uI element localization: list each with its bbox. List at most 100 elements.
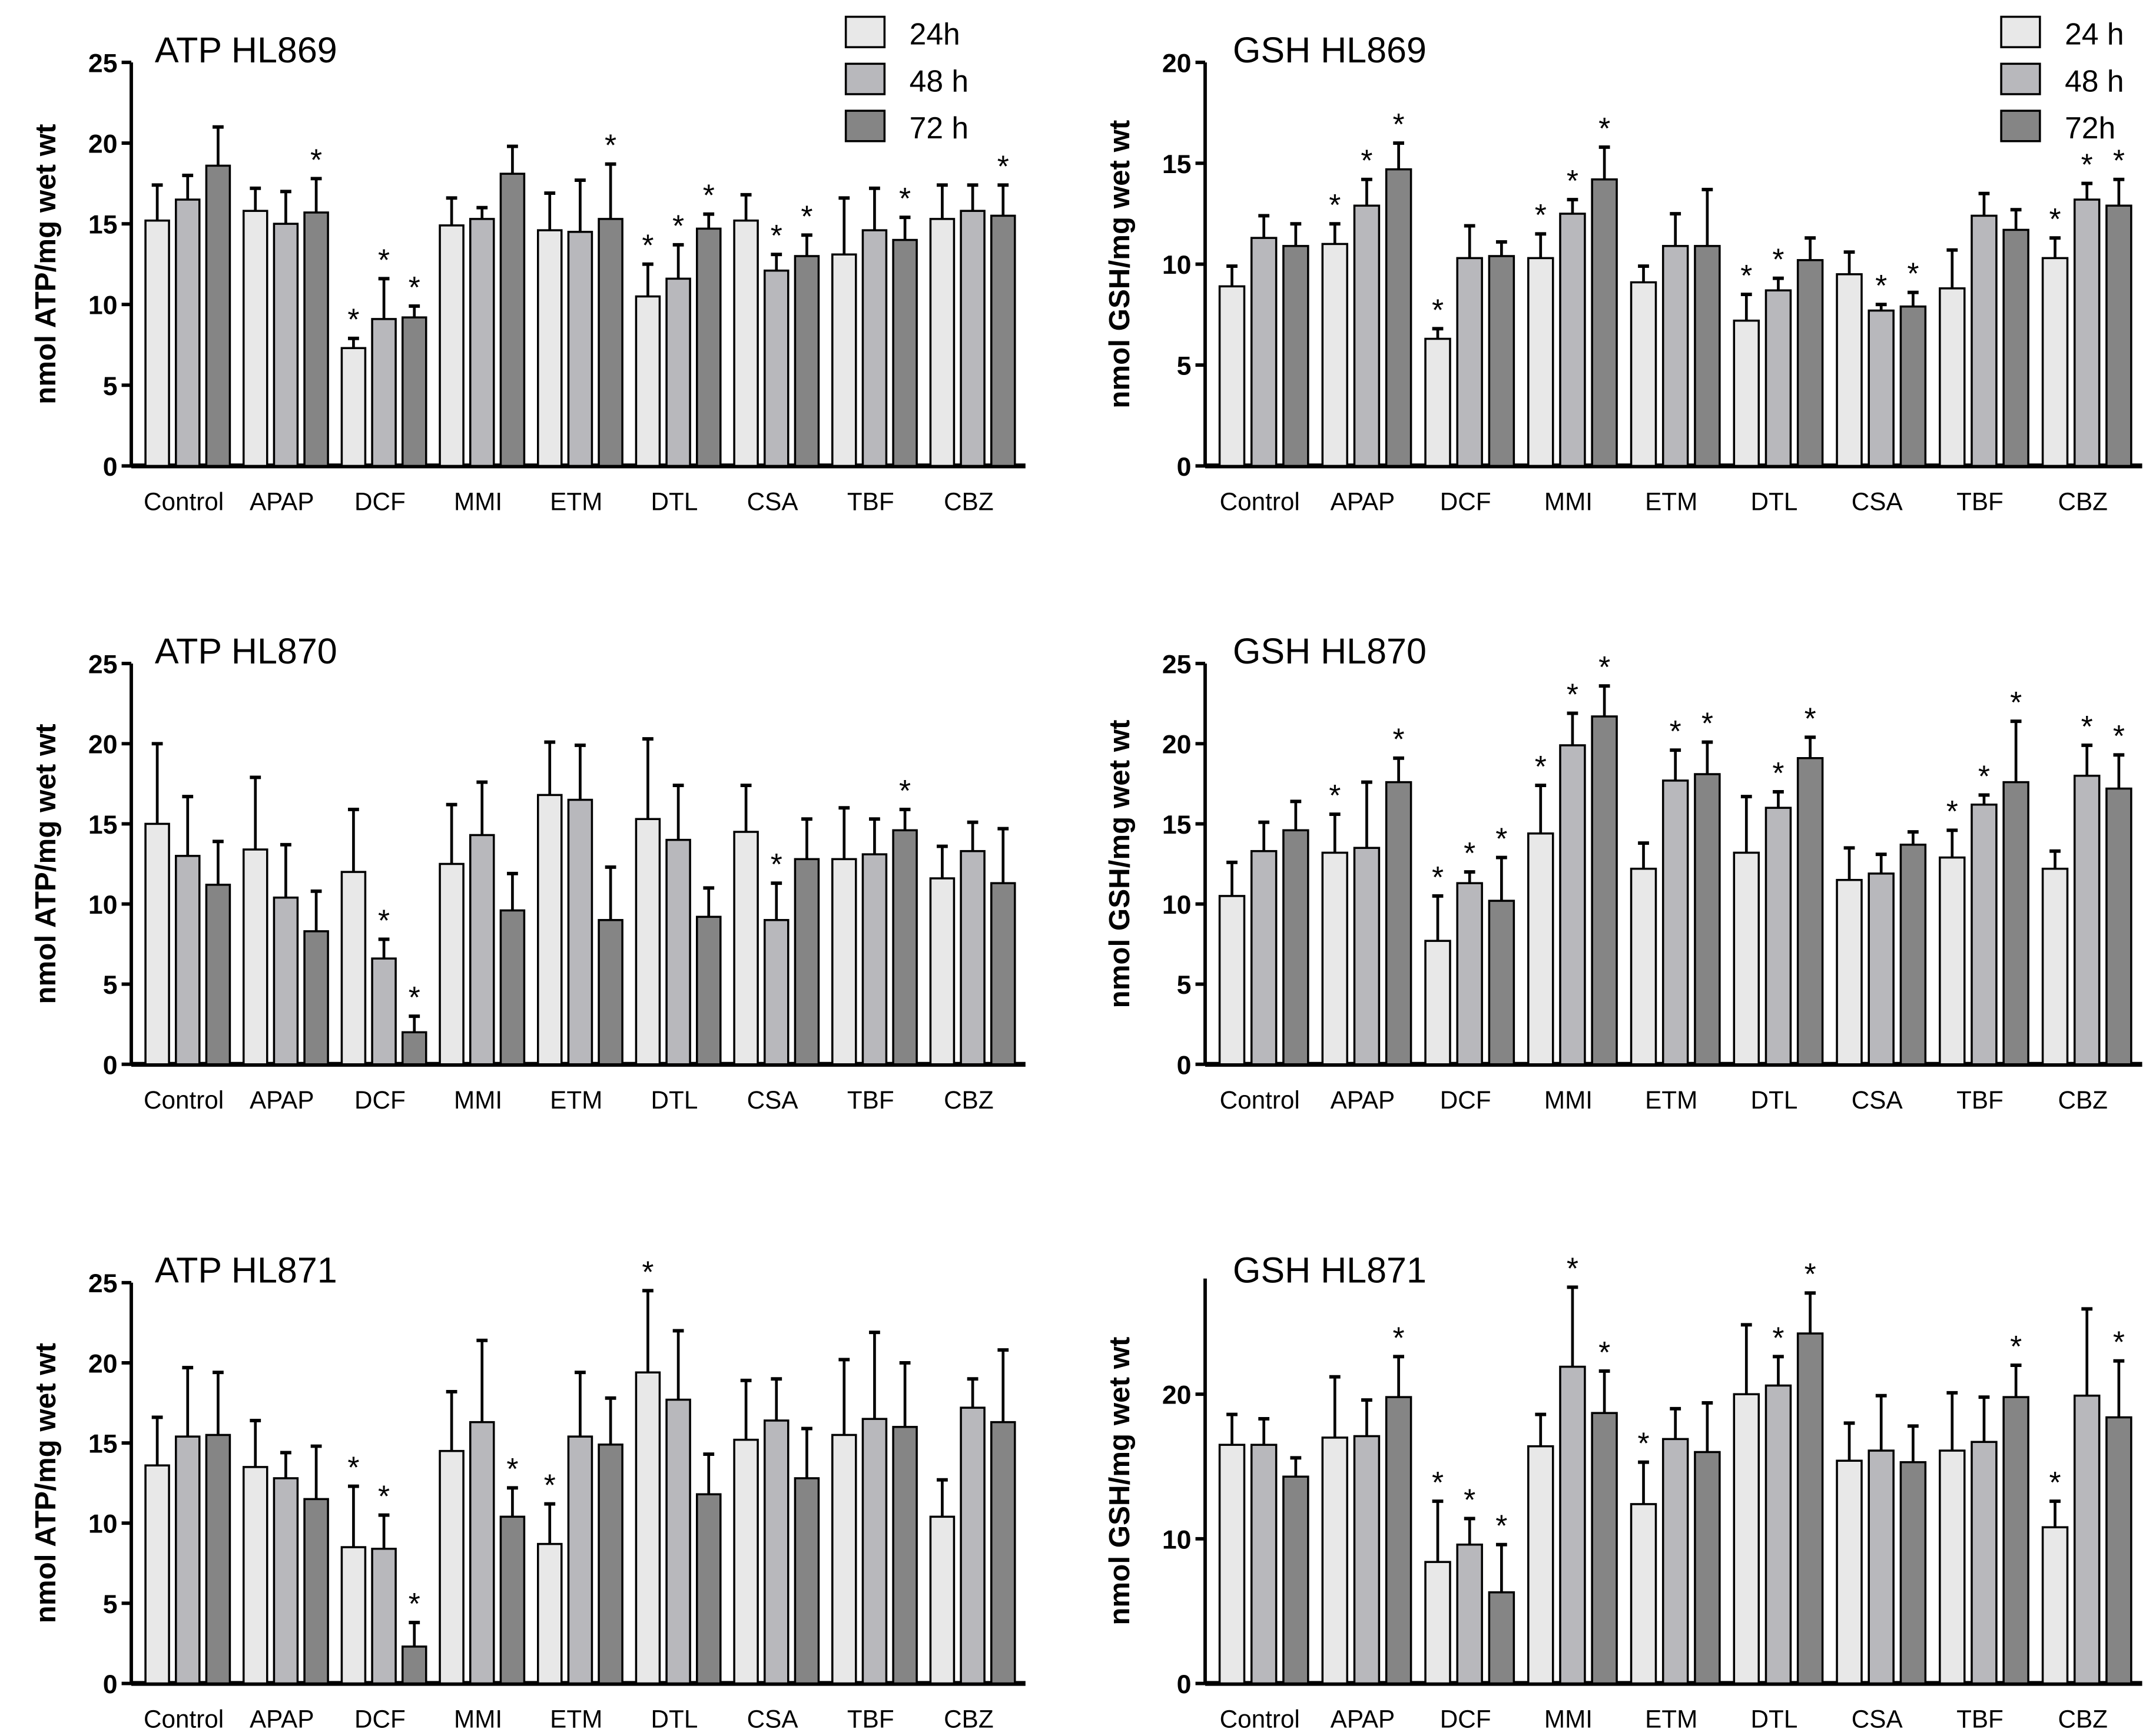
bar (635, 295, 661, 467)
significance-marker: * (506, 1452, 518, 1486)
x-tick-label: Control (1220, 488, 1300, 516)
y-tick-label: 15 (88, 811, 118, 840)
bar-group-etm: ETM (537, 740, 623, 1114)
bar-group-dtl: * * * DTL (635, 178, 722, 516)
bar-group-dtl: * * DTL (1733, 236, 1824, 516)
bar (665, 277, 691, 467)
significance-marker: * (2113, 1325, 2125, 1359)
bar (303, 211, 329, 467)
chart-title: GSH HL870 (1233, 631, 1427, 671)
bar-group-apap: APAP (242, 1418, 329, 1732)
bar (1630, 867, 1657, 1066)
x-tick-label: APAP (250, 1086, 314, 1114)
significance-marker: * (1432, 1465, 1444, 1499)
panel-atp-hl870: ATP HL870 nmol ATP/mg wet wt 0 5 10 15 20 25 Con… (29, 631, 1026, 1114)
bar (1971, 214, 1998, 467)
bar (1971, 1441, 1998, 1685)
legend-swatch (844, 62, 886, 95)
significance-marker: * (1805, 701, 1816, 735)
y-tick-label: 25 (88, 1269, 118, 1298)
significance-marker: * (771, 218, 782, 253)
panel-gsh-hl870: GSH HL870 nmol GSH/mg wet wt 0 5 10 15 20 25 Con… (1103, 631, 2142, 1114)
bar (1661, 1438, 1689, 1685)
bar (1899, 1461, 1927, 1685)
x-tick-label: MMI (1544, 1706, 1593, 1732)
x-tick-label: DCF (1440, 488, 1491, 516)
bar (990, 1421, 1016, 1685)
bar (2002, 228, 2029, 467)
legend-swatch (2000, 15, 2041, 48)
bar-group-apap: * * * APAP (1321, 107, 1412, 516)
x-tick-label: APAP (1331, 1086, 1395, 1114)
bar (794, 255, 820, 467)
bar-group-control: Control (144, 1366, 231, 1732)
x-tick-label: APAP (1331, 1706, 1395, 1732)
bar (1836, 1459, 1863, 1685)
bar-group-cbz: * * * CBZ (2041, 144, 2132, 516)
x-tick-label: DCF (354, 488, 406, 516)
bar (1385, 781, 1412, 1066)
bar (144, 219, 170, 467)
bar-group-csa: * CSA (733, 784, 820, 1114)
x-tick-label: CBZ (2058, 1706, 2108, 1732)
bar (499, 172, 526, 467)
y-tick-label: 15 (1162, 811, 1192, 840)
chart-title: GSH HL871 (1233, 1250, 1427, 1290)
x-tick-label: APAP (250, 488, 314, 516)
significance-marker: * (672, 209, 684, 243)
bar (1733, 1393, 1760, 1685)
bar (665, 838, 691, 1066)
y-tick-label: 20 (88, 731, 118, 759)
significance-marker: * (409, 980, 420, 1014)
bar (1282, 245, 1309, 467)
y-tick-label: 0 (1177, 1670, 1192, 1699)
significance-marker: * (801, 199, 812, 233)
y-tick-label: 20 (88, 130, 118, 158)
bar (1661, 245, 1689, 467)
significance-marker: * (642, 228, 654, 263)
bar (469, 218, 495, 467)
bar (960, 1406, 986, 1685)
bar (371, 957, 397, 1066)
y-tick-label: 5 (1177, 971, 1192, 1000)
bar (892, 829, 918, 1066)
bar (1939, 1449, 1966, 1685)
bar-group-etm: ETM (1630, 187, 1721, 516)
bar (1282, 829, 1309, 1066)
significance-marker: * (1432, 860, 1444, 894)
bar-group-control: Control (1218, 1412, 1309, 1732)
bar-group-mmi: * * * MMI (1527, 650, 1618, 1114)
bar (696, 227, 722, 467)
bar (2073, 774, 2101, 1066)
bar (1424, 337, 1451, 467)
bar-group-etm: * * ETM (1630, 706, 1721, 1114)
bar-group-dtl: DTL (635, 737, 722, 1114)
bar (1694, 1451, 1721, 1685)
x-tick-label: DCF (354, 1706, 406, 1732)
bar (960, 850, 986, 1066)
bar (1456, 257, 1483, 467)
bar (2073, 1394, 2101, 1685)
bar-group-tbf: * TBF (1939, 1329, 2029, 1732)
bar (1321, 243, 1348, 467)
bar (598, 919, 623, 1066)
y-tick-label: 20 (1162, 1381, 1192, 1410)
bar (892, 1426, 918, 1685)
legend-swatch (2000, 110, 2041, 142)
significance-marker: * (1740, 258, 1752, 293)
bar (794, 1477, 820, 1685)
bar (1488, 255, 1515, 467)
bar-group-control: Control (1218, 214, 1309, 516)
bar (1385, 168, 1412, 467)
bar-group-csa: CSA (1836, 1393, 1927, 1732)
bar (1559, 744, 1586, 1066)
significance-marker: * (1464, 1482, 1475, 1517)
y-tick-label: 20 (1162, 49, 1192, 78)
bar (499, 909, 526, 1066)
bar-group-csa: CSA (1836, 830, 1927, 1114)
bar (1353, 1435, 1381, 1685)
bar (1591, 715, 1618, 1066)
x-tick-label: ETM (550, 1086, 602, 1114)
bar (1899, 844, 1927, 1066)
bar (439, 862, 465, 1066)
